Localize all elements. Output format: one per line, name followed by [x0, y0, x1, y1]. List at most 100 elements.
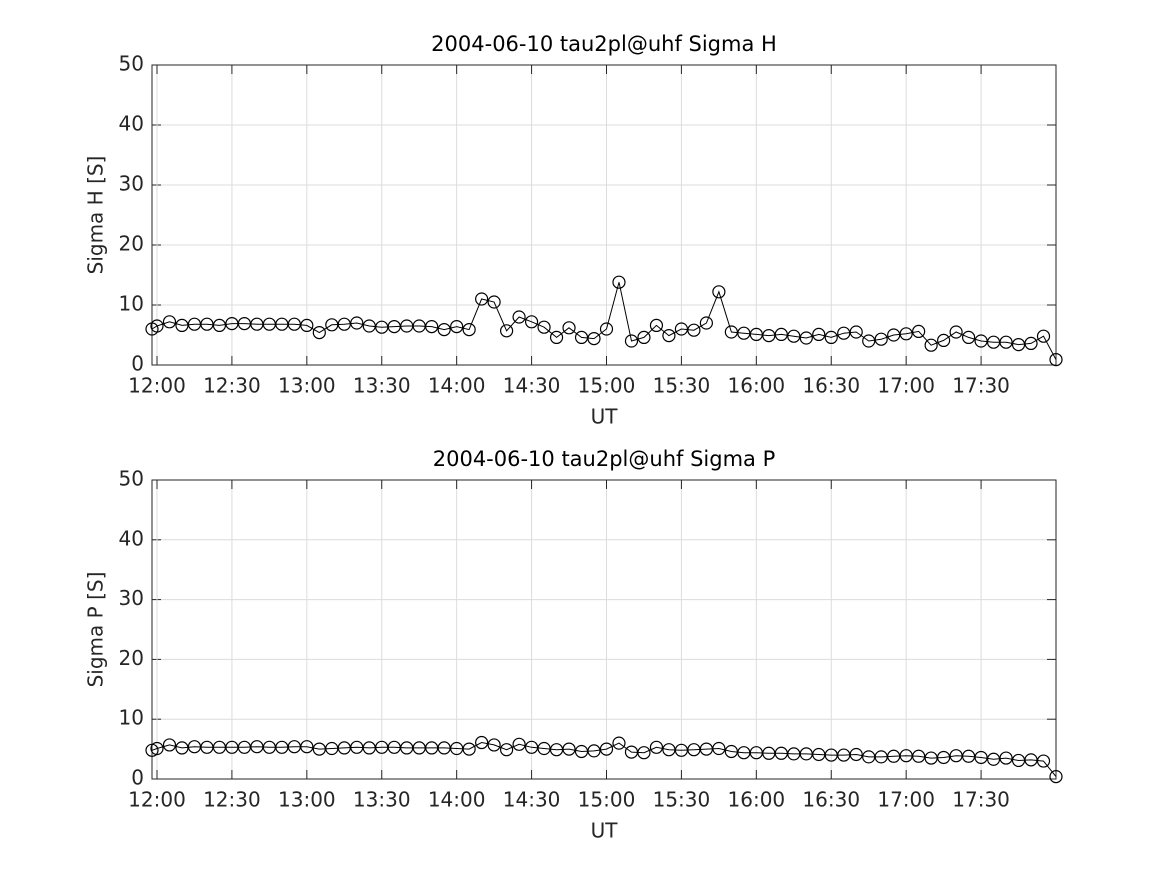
- data-point: [999, 751, 1013, 765]
- data-point: [799, 331, 813, 345]
- data-point: [949, 325, 963, 339]
- data-point: [649, 318, 664, 332]
- y-tick-label: 0: [131, 766, 144, 790]
- data-point: [849, 747, 863, 762]
- x-tick-label: 13:00: [278, 374, 336, 398]
- y-tick-label: 10: [119, 292, 144, 316]
- data-point: [874, 332, 888, 346]
- data-point: [899, 327, 913, 341]
- y-tick-label: 40: [119, 526, 144, 550]
- axes-box: [151, 479, 1057, 780]
- data-point: [774, 327, 788, 341]
- data-point: [500, 324, 514, 338]
- data-point: [712, 741, 726, 756]
- data-point: [537, 320, 551, 334]
- y-tick-label: 10: [119, 706, 144, 730]
- x-tick-label: 15:00: [578, 788, 636, 812]
- data-point: [425, 320, 439, 334]
- data-point: [912, 324, 926, 338]
- y-tick-label: 20: [119, 646, 144, 670]
- x-tick-label: 14:30: [503, 788, 561, 812]
- data-point: [487, 295, 501, 309]
- x-tick-label: 15:00: [578, 374, 636, 398]
- x-tick-label: 17:30: [952, 374, 1010, 398]
- data-point: [961, 330, 976, 344]
- y-tick-label: 50: [119, 467, 144, 491]
- y-tick-label: 40: [119, 112, 144, 136]
- data-point: [312, 326, 326, 340]
- data-point: [1036, 329, 1051, 343]
- data-point: [1049, 353, 1063, 367]
- x-tick-label: 16:30: [802, 374, 860, 398]
- data-point: [1049, 770, 1063, 784]
- x-tick-label: 15:30: [653, 788, 711, 812]
- data-point: [587, 332, 601, 346]
- x-tick-label: 12:30: [203, 788, 261, 812]
- data-point: [462, 323, 476, 337]
- subplot: 0 10 20 30 40 50 12:00 12:30 13:00 13:30 14:00 14:3…: [84, 447, 1063, 843]
- data-point: [712, 285, 726, 299]
- axes-box: [151, 64, 1057, 366]
- data-point: [350, 316, 364, 330]
- subplot: 0 10 20 30 40 50 12:00 12:30 13:00 13:30 14:00 14:3…: [84, 32, 1063, 429]
- x-tick-label: 12:00: [128, 374, 186, 398]
- data-point: [300, 740, 314, 754]
- data-point: [462, 742, 476, 756]
- data-point: [162, 738, 177, 752]
- data-point: [524, 315, 539, 329]
- data-point: [812, 327, 826, 341]
- data-point: [500, 743, 514, 757]
- data-point: [649, 740, 664, 754]
- data-point: [862, 334, 876, 348]
- x-tick-label: 17:00: [877, 374, 935, 398]
- data-point: [999, 335, 1013, 349]
- x-tick-label: 12:00: [128, 788, 186, 812]
- data-point: [624, 334, 639, 348]
- x-tick-label: 16:30: [802, 788, 860, 812]
- data-point: [974, 750, 988, 765]
- x-tick-label: 17:00: [877, 788, 935, 812]
- y-tick-label: 0: [131, 352, 144, 376]
- data-point: [587, 744, 601, 758]
- data-point: [937, 333, 951, 347]
- data-point: [475, 292, 489, 306]
- x-tick-label: 13:00: [278, 788, 336, 812]
- data-point: [599, 322, 614, 336]
- x-tick-label: 14:00: [428, 374, 486, 398]
- x-tick-label: 17:30: [952, 788, 1010, 812]
- data-point: [512, 737, 526, 751]
- data-point: [599, 742, 614, 756]
- chart-title: 2004-06-10 tau2pl@uhf Sigma P: [433, 447, 776, 471]
- data-point: [487, 738, 501, 752]
- x-tick-label: 15:30: [653, 374, 711, 398]
- x-axis-label: UT: [591, 819, 619, 843]
- x-tick-label: 13:30: [353, 788, 411, 812]
- x-tick-label: 13:30: [353, 374, 411, 398]
- y-tick-label: 30: [119, 586, 144, 610]
- x-axis-label: UT: [591, 405, 619, 429]
- data-point: [787, 329, 801, 343]
- data-point: [699, 316, 713, 330]
- y-axis-label: Sigma H [S]: [84, 156, 108, 275]
- x-tick-label: 12:30: [203, 374, 261, 398]
- data-point: [475, 735, 489, 750]
- y-axis-label: Sigma P [S]: [84, 572, 108, 688]
- data-point: [637, 746, 651, 760]
- data-point: [450, 320, 464, 334]
- data-point: [437, 323, 451, 337]
- data-line: [151, 282, 1057, 360]
- data-point: [662, 329, 676, 343]
- y-tick-label: 20: [119, 232, 144, 256]
- data-point: [912, 749, 926, 763]
- data-point: [687, 323, 701, 337]
- data-point: [562, 321, 576, 335]
- data-point: [212, 318, 227, 332]
- data-point: [549, 330, 564, 344]
- x-tick-label: 16:00: [728, 374, 786, 398]
- data-point: [637, 330, 651, 344]
- x-tick-label: 16:00: [728, 788, 786, 812]
- data-point: [824, 330, 838, 344]
- y-tick-label: 30: [119, 172, 144, 196]
- data-point: [150, 319, 164, 333]
